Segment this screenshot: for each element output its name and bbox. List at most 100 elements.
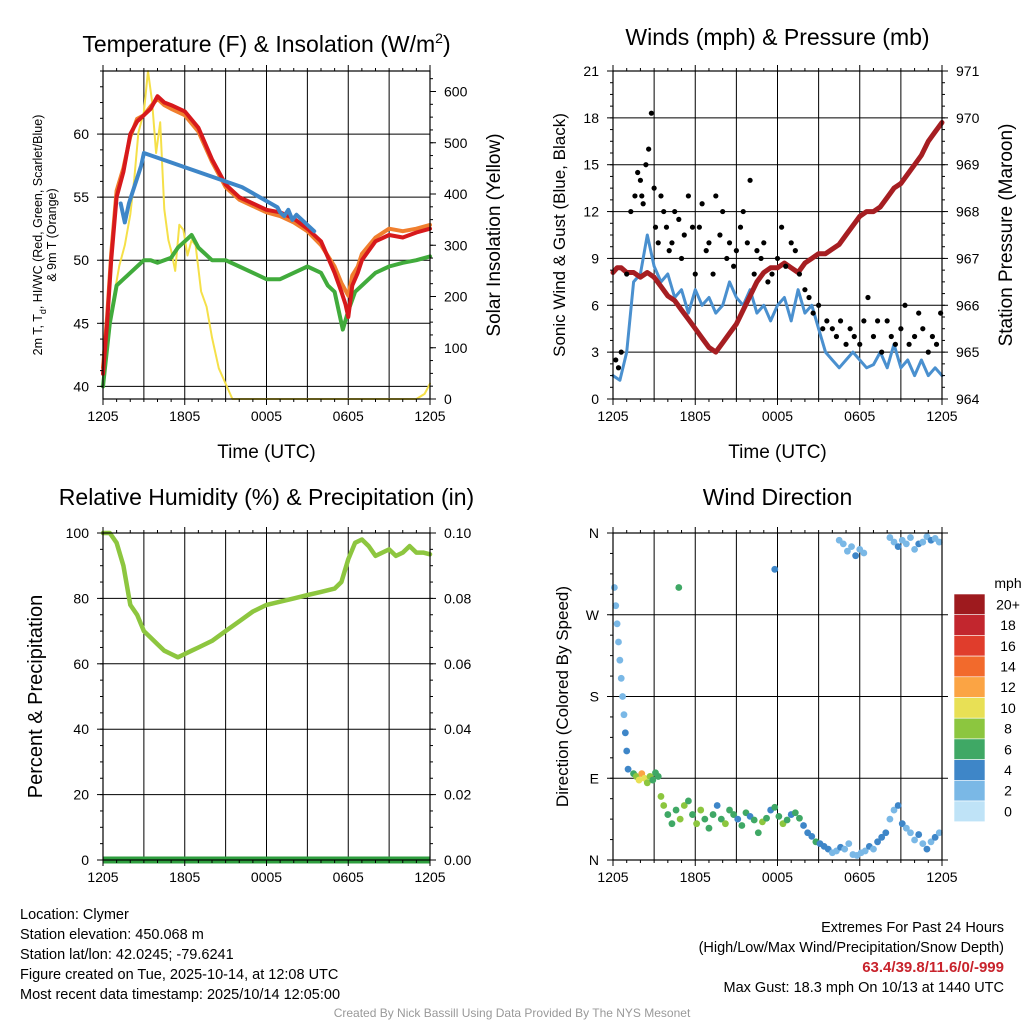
gust-point <box>788 240 794 246</box>
y-tick-label: 21 <box>583 63 599 79</box>
direction-point <box>709 811 717 818</box>
direction-point <box>860 549 868 557</box>
direction-point <box>898 820 906 828</box>
gust-point <box>933 341 940 347</box>
gust-point <box>651 185 657 191</box>
direction-point <box>754 829 762 837</box>
gust-point <box>796 271 803 277</box>
y-right-tick-label: 964 <box>956 391 980 407</box>
gust-point <box>902 302 908 308</box>
x-tick-label: 1205 <box>414 869 445 885</box>
direction-point <box>808 832 816 840</box>
legend-swatch <box>953 614 986 636</box>
direction-point <box>717 815 725 823</box>
gust-point <box>820 326 826 332</box>
gust-point <box>925 349 931 355</box>
legend-label: 2 <box>1004 783 1012 799</box>
y-tick-label: 100 <box>66 525 90 541</box>
direction-point <box>894 802 902 809</box>
gust-point <box>929 333 936 340</box>
legend-label: 8 <box>1004 721 1012 737</box>
gust-point <box>843 341 849 347</box>
y-tick-label: 9 <box>591 250 599 266</box>
direction-point <box>907 534 914 541</box>
credit-text: Created By Nick Bassill Using Data Provi… <box>333 1006 691 1020</box>
gust-point <box>861 318 867 324</box>
gust-point <box>751 271 757 277</box>
direction-point <box>882 829 890 837</box>
gust-point <box>689 224 696 230</box>
y-tick-label: 0 <box>591 391 599 407</box>
y-right-tick-label: 970 <box>956 110 980 126</box>
direction-point <box>902 540 910 548</box>
direction-point <box>657 793 665 800</box>
title-end: ) <box>443 31 451 57</box>
gust-point <box>624 271 630 277</box>
y-tick-label: 20 <box>73 787 89 803</box>
gust-point <box>792 248 798 254</box>
y-tick-label: 15 <box>583 157 599 173</box>
direction-point <box>689 811 696 818</box>
direction-point <box>615 638 622 646</box>
direction-point <box>894 543 902 551</box>
direction-point <box>672 806 680 814</box>
direction-point <box>935 829 943 837</box>
direction-point <box>931 833 939 841</box>
direction-point <box>680 802 688 809</box>
legend-label: 4 <box>1004 762 1012 778</box>
gust-point <box>717 232 723 238</box>
direction-point <box>935 538 943 546</box>
y-right-tick-label: 0 <box>444 391 452 407</box>
speed-legend: mph 20+ 18 16 14 12 10 8 6 4 2 0 <box>953 575 1022 823</box>
direction-point <box>730 811 738 818</box>
gust-point <box>884 318 890 324</box>
y-tick-label: 55 <box>73 189 89 205</box>
gust-point <box>672 208 678 215</box>
gust-point <box>754 248 760 254</box>
gust-point <box>628 208 634 215</box>
gust-point <box>824 318 830 324</box>
y-tick-label: 18 <box>583 110 599 126</box>
gust-point <box>692 271 698 277</box>
direction-point <box>738 822 746 829</box>
gust-point <box>761 240 767 246</box>
gust-point <box>640 201 646 207</box>
direction-point <box>771 565 779 573</box>
y-tick-label: 60 <box>73 656 89 672</box>
gust-point <box>733 248 739 254</box>
direction-point <box>844 547 851 555</box>
direction-point <box>886 815 894 823</box>
y-tick-label: 12 <box>583 204 599 220</box>
direction-point <box>890 806 898 814</box>
legend-swatch <box>953 635 986 657</box>
extremes-subtitle: (High/Low/Max Wind/Precipitation/Snow De… <box>698 940 1004 956</box>
gust-point <box>906 341 912 347</box>
direction-point <box>675 584 683 591</box>
y-tick-label: S <box>590 689 599 705</box>
direction-point <box>613 620 621 628</box>
y-tick-label: E <box>590 770 599 786</box>
y-right-tick-label: 967 <box>956 250 980 266</box>
gust-point <box>916 310 922 316</box>
y-axis-label: Direction (Colored By Speed) <box>553 586 572 807</box>
direction-point <box>693 820 701 828</box>
legend-label: 14 <box>1000 658 1016 674</box>
gust-point <box>865 294 871 301</box>
gust-point <box>888 333 894 340</box>
direction-point <box>668 820 676 828</box>
direction-point <box>750 816 758 824</box>
direction-point <box>612 602 620 610</box>
gust-point <box>874 318 881 324</box>
x-tick-label: 1205 <box>597 869 628 885</box>
direction-point <box>852 552 860 560</box>
y-right-tick-label: 400 <box>444 186 468 202</box>
legend-swatch <box>953 800 986 823</box>
direction-point <box>726 806 733 814</box>
series-line-2m-t <box>101 94 432 376</box>
legend-swatch <box>953 697 986 719</box>
direction-point <box>890 538 898 546</box>
y-tick-label: 40 <box>73 378 89 394</box>
direction-point <box>878 833 886 841</box>
gust-point <box>676 216 682 222</box>
gust-point <box>837 318 844 324</box>
